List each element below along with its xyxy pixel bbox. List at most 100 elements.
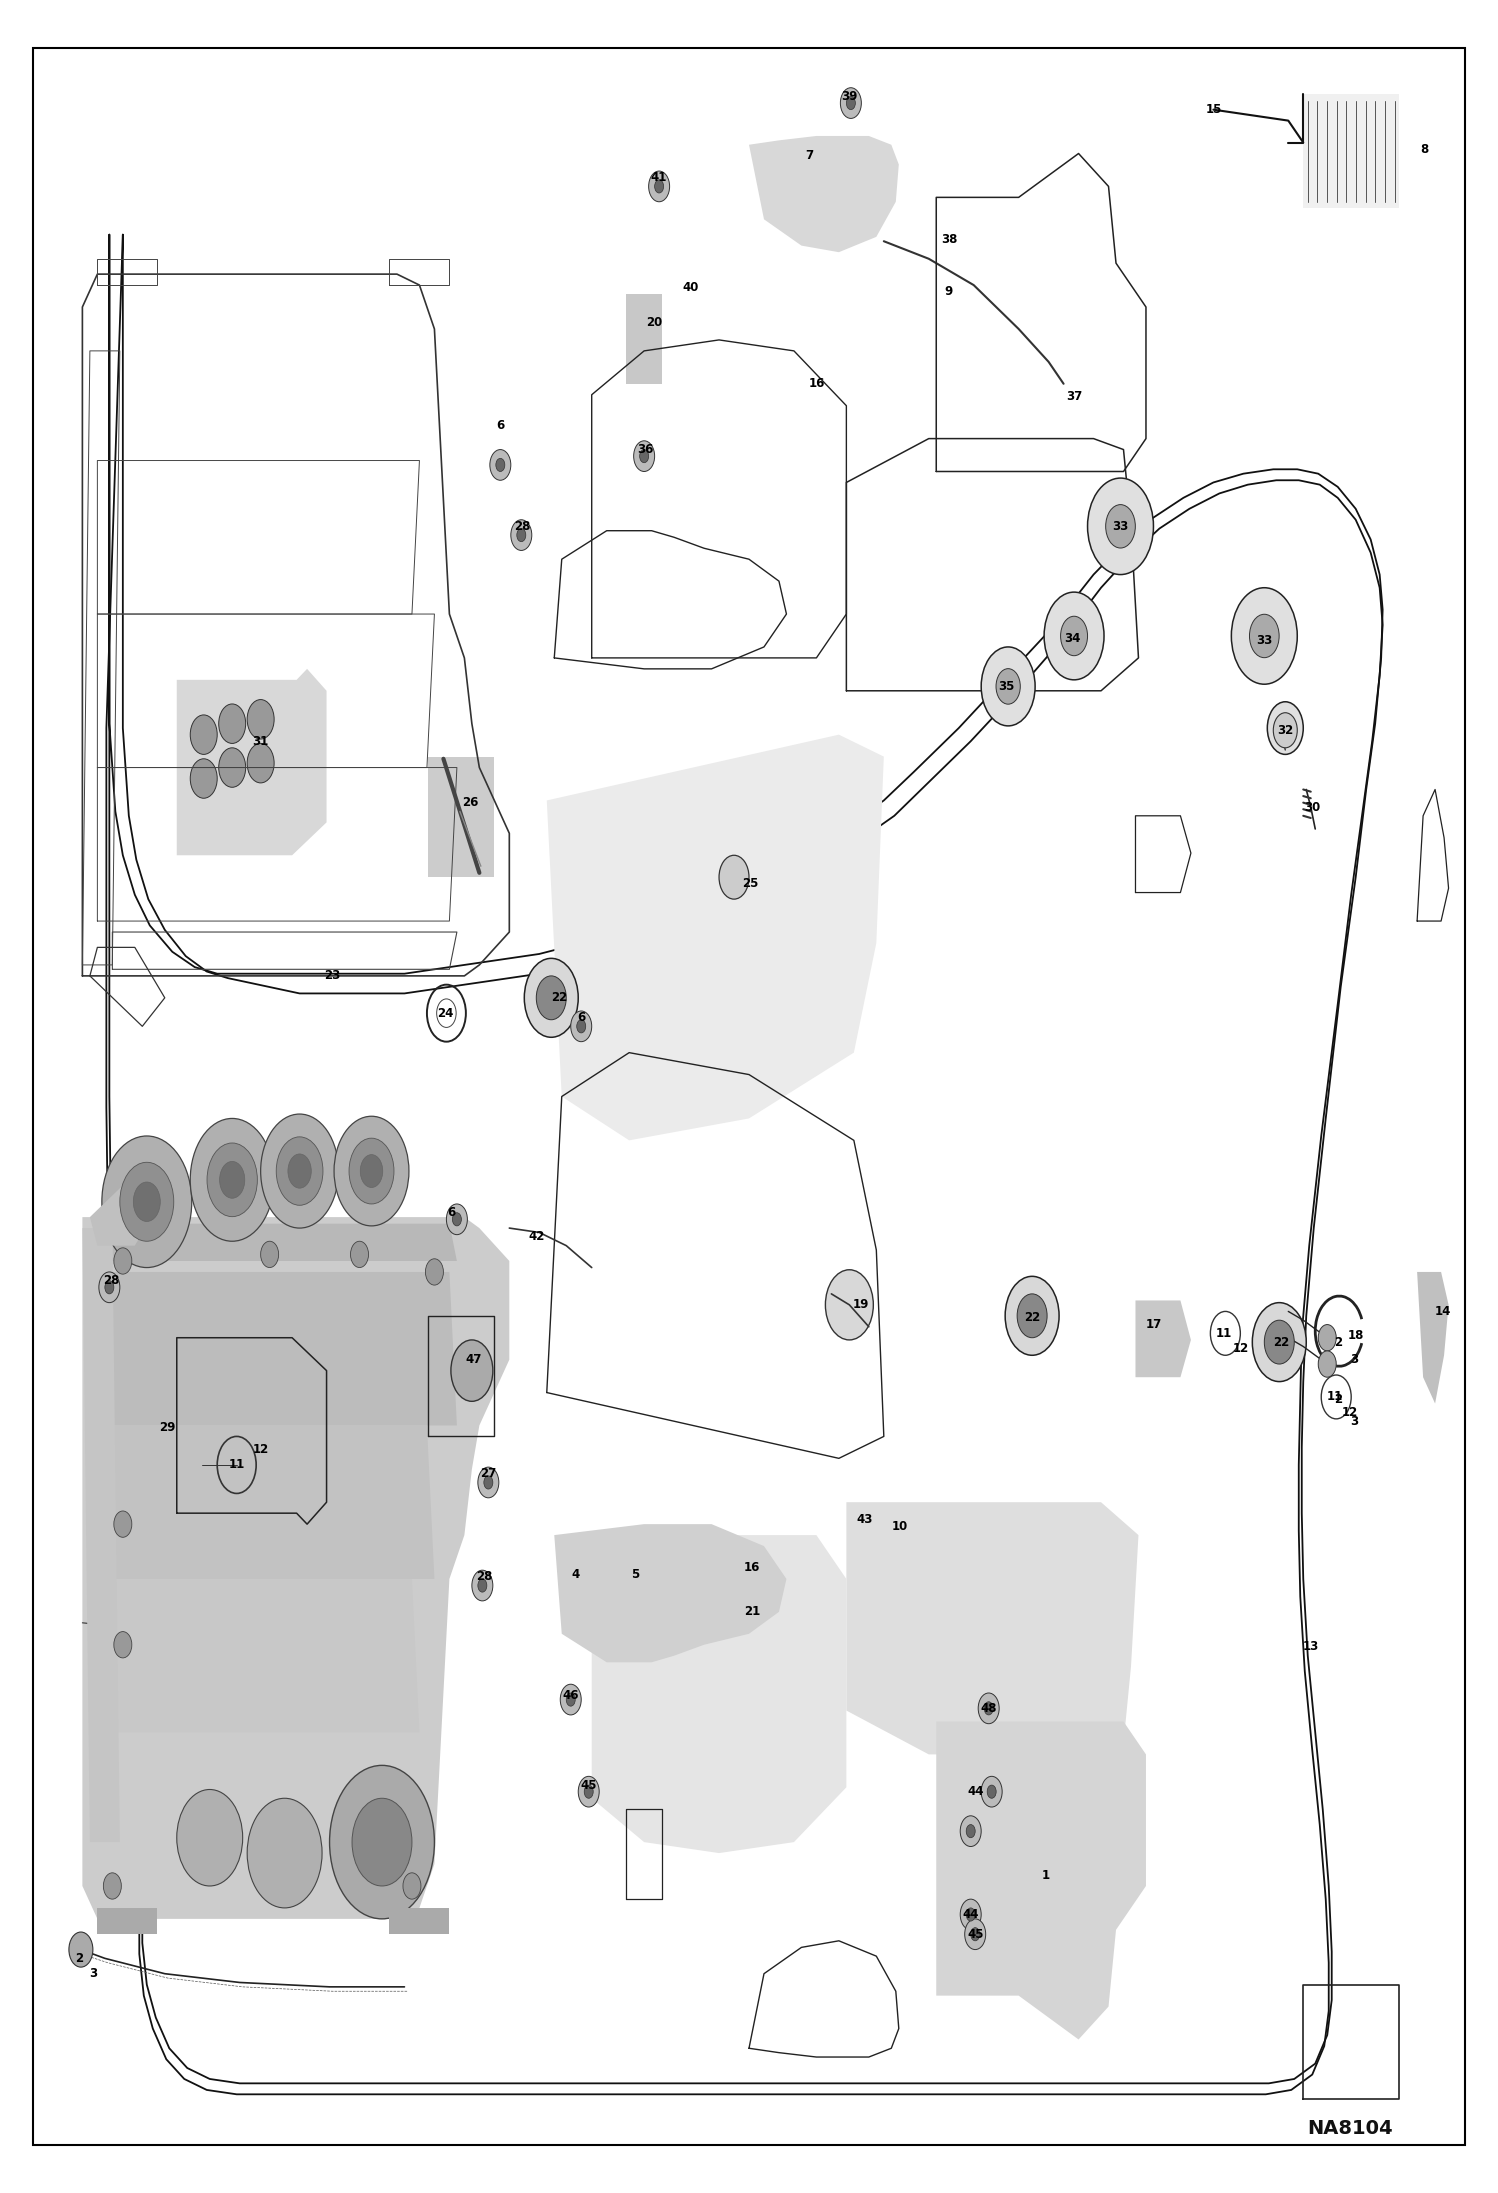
Circle shape (334, 1116, 409, 1226)
Text: 15: 15 (1206, 103, 1221, 116)
Text: 32: 32 (1278, 724, 1293, 737)
Text: 28: 28 (476, 1570, 491, 1583)
Text: 14: 14 (1435, 1305, 1450, 1318)
Polygon shape (626, 294, 662, 384)
Circle shape (1273, 713, 1297, 748)
Circle shape (1267, 702, 1303, 754)
Text: 6: 6 (577, 1011, 586, 1024)
Polygon shape (90, 1167, 165, 1246)
Circle shape (971, 1928, 980, 1941)
Circle shape (1278, 717, 1293, 739)
Circle shape (965, 1919, 986, 1950)
Circle shape (966, 1908, 975, 1921)
Circle shape (1231, 588, 1297, 684)
Circle shape (960, 1899, 981, 1930)
Circle shape (517, 529, 526, 542)
Circle shape (103, 1873, 121, 1899)
Circle shape (1318, 1325, 1336, 1351)
Circle shape (207, 1143, 258, 1217)
Text: 7: 7 (804, 149, 813, 162)
Circle shape (352, 1798, 412, 1886)
Circle shape (1061, 616, 1088, 656)
Text: 16: 16 (809, 377, 824, 390)
Circle shape (840, 88, 861, 118)
Text: 12: 12 (253, 1443, 268, 1456)
Text: 24: 24 (437, 1007, 452, 1020)
Circle shape (177, 1789, 243, 1886)
Text: 28: 28 (103, 1274, 118, 1287)
Circle shape (247, 700, 274, 739)
Text: 3: 3 (88, 1967, 97, 1980)
Text: 17: 17 (1146, 1318, 1161, 1331)
Circle shape (219, 704, 246, 743)
Circle shape (219, 748, 246, 787)
Polygon shape (554, 1524, 786, 1662)
Text: 40: 40 (683, 281, 698, 294)
Circle shape (1005, 1276, 1059, 1355)
Circle shape (966, 1825, 975, 1838)
Circle shape (484, 1476, 493, 1489)
Polygon shape (82, 1217, 509, 1919)
Circle shape (190, 715, 217, 754)
Circle shape (1249, 614, 1279, 658)
Text: 11: 11 (1216, 1327, 1231, 1340)
Circle shape (719, 855, 749, 899)
Text: 3: 3 (1350, 1353, 1359, 1366)
Circle shape (452, 1213, 461, 1226)
Circle shape (655, 180, 664, 193)
Text: 12: 12 (1342, 1406, 1357, 1419)
Circle shape (190, 1118, 274, 1241)
Text: 22: 22 (551, 991, 566, 1004)
Text: 9: 9 (944, 285, 953, 298)
Polygon shape (1417, 1272, 1449, 1404)
Circle shape (996, 669, 1020, 704)
Text: 21: 21 (745, 1605, 759, 1618)
Text: 47: 47 (466, 1353, 481, 1366)
Polygon shape (936, 1722, 1146, 2039)
Text: 10: 10 (893, 1520, 908, 1533)
Polygon shape (97, 1425, 434, 1579)
Text: 23: 23 (325, 969, 340, 982)
Text: 36: 36 (638, 443, 653, 456)
Text: 5: 5 (631, 1568, 640, 1581)
Text: 25: 25 (743, 877, 758, 890)
Circle shape (102, 1136, 192, 1268)
Circle shape (446, 1204, 467, 1235)
Text: 35: 35 (999, 680, 1014, 693)
Circle shape (1264, 1320, 1294, 1364)
Text: 46: 46 (562, 1689, 580, 1702)
Circle shape (640, 450, 649, 463)
Circle shape (1318, 1351, 1336, 1377)
Text: 22: 22 (1025, 1311, 1040, 1325)
Text: 39: 39 (842, 90, 857, 103)
Circle shape (114, 1248, 132, 1274)
Polygon shape (547, 735, 884, 1140)
Circle shape (425, 1259, 443, 1285)
Circle shape (349, 1138, 394, 1204)
Circle shape (566, 1693, 575, 1706)
Circle shape (478, 1467, 499, 1498)
Polygon shape (749, 136, 899, 252)
Text: 19: 19 (854, 1298, 869, 1311)
Text: 43: 43 (857, 1513, 872, 1526)
Circle shape (190, 759, 217, 798)
Circle shape (511, 520, 532, 550)
Polygon shape (82, 1228, 120, 1842)
Circle shape (978, 1693, 999, 1724)
Text: 45: 45 (580, 1779, 598, 1792)
Circle shape (99, 1272, 120, 1303)
Text: 2: 2 (1333, 1393, 1342, 1406)
Text: 8: 8 (1420, 143, 1429, 156)
Text: 11: 11 (229, 1458, 244, 1472)
Text: 26: 26 (463, 796, 478, 809)
Text: 42: 42 (529, 1230, 544, 1243)
Circle shape (403, 1873, 421, 1899)
Text: 2: 2 (75, 1952, 84, 1965)
Circle shape (571, 1011, 592, 1042)
Circle shape (649, 171, 670, 202)
Circle shape (984, 1702, 993, 1715)
Text: 37: 37 (1067, 390, 1082, 404)
Text: 45: 45 (966, 1928, 984, 1941)
Circle shape (846, 96, 855, 110)
Circle shape (496, 458, 505, 471)
